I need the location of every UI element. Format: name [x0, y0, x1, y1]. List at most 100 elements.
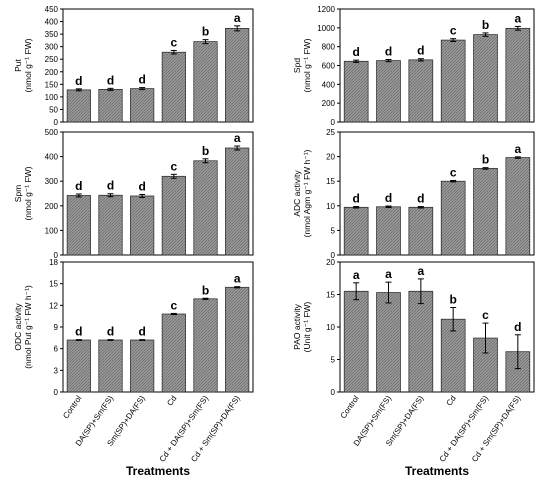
y-tick-label: 20 [326, 258, 335, 267]
bar [343, 206, 369, 256]
plot-frame [62, 261, 254, 393]
bar [505, 27, 531, 123]
bar [130, 339, 155, 393]
bar [66, 195, 91, 256]
y-tick-label: 12 [49, 301, 58, 310]
y-tick-label: 150 [45, 80, 59, 89]
y-tick-label: 0 [331, 388, 336, 397]
significance-letter: d [75, 179, 82, 193]
x-axis-title: Treatments [405, 464, 469, 478]
y-tick-label: 5 [331, 226, 336, 235]
significance-letter: c [170, 35, 177, 49]
plot-frame [62, 131, 254, 256]
y-tick-label: 25 [326, 128, 335, 137]
bar [473, 34, 498, 123]
significance-letter: b [482, 153, 489, 167]
y-tick-label: 1200 [317, 5, 335, 14]
y-tick-label: 100 [45, 226, 59, 235]
bar [130, 88, 155, 123]
y-tick-label: 400 [45, 153, 59, 162]
significance-letter: d [138, 179, 145, 193]
y-axis-label-line: (nmol g⁻¹ FW) [23, 38, 33, 92]
bar [225, 147, 250, 256]
y-axis-label-line: (nmol Agm g⁻¹ FW h⁻¹) [302, 149, 312, 237]
chart-panel-right-bottom: 0 5 10 15 20 PAO activity(Unit g⁻¹ FW) a Contro… [292, 258, 535, 478]
y-axis-label-line: Spd [292, 58, 302, 73]
y-tick-label: 100 [45, 93, 59, 102]
significance-letter: d [107, 179, 114, 193]
y-tick-label: 400 [322, 80, 336, 89]
bar [98, 339, 123, 393]
y-tick-label: 300 [45, 43, 59, 52]
y-tick-label: 500 [45, 128, 59, 137]
significance-letter: d [138, 73, 145, 87]
y-tick-label: 200 [45, 68, 59, 77]
y-tick-label: 0 [54, 251, 59, 260]
bar [193, 160, 218, 256]
y-tick-label: 5 [331, 356, 336, 365]
y-tick-label: 6 [54, 345, 59, 354]
significance-letter: c [450, 165, 457, 179]
y-axis-label-line: (nmol Put g⁻¹ FW h⁻¹) [23, 285, 33, 369]
y-tick-label: 0 [54, 118, 59, 127]
significance-letter: c [170, 159, 177, 173]
significance-letter: d [75, 74, 82, 88]
y-tick-label: 0 [331, 118, 336, 127]
significance-letter: a [417, 264, 424, 278]
x-tick-label: Cd [445, 394, 458, 408]
y-tick-label: 200 [45, 202, 59, 211]
chart-panel-left-bottom: 0 3 6 9 12 15 18 ODC activity(nmol Put g⁻¹ FW h… [13, 258, 254, 478]
plot-frame [339, 8, 535, 123]
bar [408, 290, 434, 393]
y-tick-label: 450 [45, 5, 59, 14]
x-tick-label: Control [61, 394, 83, 420]
y-axis-label: PAO activity(Unit g⁻¹ FW) [292, 301, 312, 352]
bar [473, 168, 498, 256]
bar [66, 89, 91, 123]
plot-frame [339, 131, 535, 256]
significance-letter: d [417, 44, 424, 58]
bar [343, 290, 369, 393]
chart-panel-left-middle: 0 100 200 300 400 500 Spm(nmol g⁻¹ FW) d d d c b a [13, 128, 254, 260]
bar [408, 59, 434, 123]
bar [440, 39, 466, 123]
significance-letter: a [234, 131, 241, 145]
y-axis-label-line: Put [13, 58, 23, 71]
significance-letter: d [107, 73, 114, 87]
bar [225, 27, 250, 123]
significance-letter: d [138, 325, 145, 339]
y-axis-label: Spm(nmol g⁻¹ FW) [13, 166, 33, 220]
y-tick-label: 20 [326, 153, 335, 162]
y-tick-label: 18 [49, 258, 58, 267]
y-tick-label: 400 [45, 18, 59, 27]
bar [130, 195, 155, 256]
bar [161, 51, 186, 123]
significance-letter: d [352, 45, 359, 59]
y-tick-label: 0 [54, 388, 59, 397]
y-axis-label-line: Spm [13, 185, 23, 202]
x-tick-label: Control [339, 394, 361, 420]
y-tick-label: 0 [331, 251, 336, 260]
y-axis-label: ODC activity(nmol Put g⁻¹ FW h⁻¹) [13, 285, 33, 369]
significance-letter: b [202, 144, 209, 158]
bar [440, 180, 466, 256]
significance-letter: a [234, 272, 241, 286]
chart-panel-right-middle: 0 5 10 15 20 25 ADC activity(nmol Agm g⁻¹ FW h… [292, 128, 535, 260]
significance-letter: c [482, 308, 489, 322]
significance-letter: d [417, 192, 424, 206]
y-tick-label: 15 [326, 177, 335, 186]
bar [161, 313, 186, 393]
bar [376, 60, 401, 123]
y-tick-label: 10 [326, 202, 335, 211]
significance-letter: a [514, 11, 521, 25]
significance-letter: c [170, 298, 177, 312]
y-axis-label-line: ODC activity [13, 303, 23, 351]
significance-letter: d [385, 191, 392, 205]
y-tick-label: 300 [45, 177, 59, 186]
significance-letter: d [385, 44, 392, 58]
y-axis-label-line: (nmol g⁻¹ FW) [302, 38, 312, 92]
y-tick-label: 600 [322, 62, 336, 71]
bar [408, 206, 434, 256]
y-tick-label: 15 [326, 291, 335, 300]
significance-letter: b [202, 283, 209, 297]
